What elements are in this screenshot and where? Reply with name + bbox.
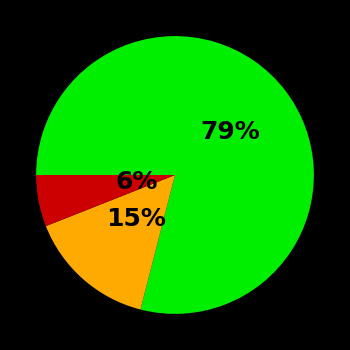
Text: 79%: 79% [200, 120, 260, 145]
Wedge shape [46, 175, 175, 309]
Wedge shape [36, 175, 175, 226]
Text: 6%: 6% [116, 170, 158, 194]
Text: 15%: 15% [106, 207, 166, 231]
Wedge shape [36, 36, 314, 314]
